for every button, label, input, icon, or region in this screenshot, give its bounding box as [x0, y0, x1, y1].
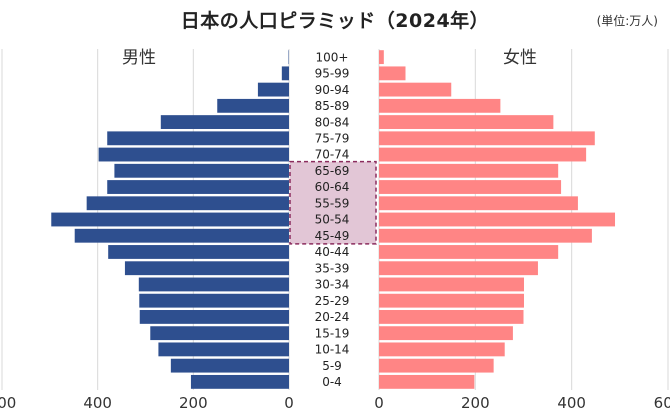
age-label-0-4: 0-4 [322, 375, 342, 389]
highlight-box [289, 160, 377, 245]
legend-male: 男性 [122, 48, 156, 68]
male-bar-35-39 [124, 261, 289, 276]
age-label-55-59: 55-59 [315, 196, 350, 210]
male-bar-85-89 [217, 98, 289, 113]
male-bars [51, 50, 290, 389]
male-bar-95-99 [281, 66, 289, 81]
male-bar-40-44 [108, 245, 289, 259]
female-bars [379, 50, 616, 389]
highlight-rect [289, 160, 377, 245]
female-bar-70-74 [379, 147, 587, 162]
age-label-65-69: 65-69 [315, 164, 350, 178]
female-bar-15-19 [379, 326, 513, 341]
age-label-100+: 100+ [316, 50, 349, 64]
female-bar-40-44 [379, 245, 559, 259]
female-bar-60-64 [379, 180, 562, 194]
female-bar-5-9 [379, 358, 494, 373]
female-bar-20-24 [379, 310, 524, 324]
age-label-45-49: 45-49 [315, 229, 350, 243]
age-label-90-94: 90-94 [315, 83, 350, 97]
female-bar-75-79 [379, 131, 595, 146]
male-bar-75-79 [107, 131, 289, 146]
male-bar-30-34 [138, 277, 289, 292]
female-bar-25-29 [379, 293, 524, 308]
male-bar-60-64 [107, 180, 289, 194]
age-label-5-9: 5-9 [322, 359, 342, 373]
female-bar-80-84 [379, 115, 554, 129]
female-bar-45-49 [379, 228, 592, 243]
female-bar-30-34 [379, 277, 524, 292]
female-bar-90-94 [379, 82, 452, 97]
x-tick-male-400: 400 [83, 394, 112, 412]
age-label-80-84: 80-84 [315, 115, 350, 129]
female-bar-50-54 [379, 212, 616, 227]
x-tick-female-400: 400 [557, 394, 586, 412]
x-axis: 600 400 200 0 0 200 400 600 [0, 394, 670, 412]
chart-title: 日本の人口ピラミッド（2024年） [180, 10, 490, 32]
female-bar-55-59 [379, 196, 578, 211]
legend-female: 女性 [503, 48, 537, 68]
male-bar-80-84 [160, 115, 289, 129]
x-tick-female-0: 0 [374, 394, 384, 412]
male-bar-25-29 [139, 293, 289, 308]
x-tick-male-200: 200 [179, 394, 208, 412]
unit-label: (単位:万人) [596, 14, 658, 28]
x-tick-female-600: 600 [654, 394, 670, 412]
female-bar-0-4 [379, 374, 475, 389]
female-bar-10-14 [379, 342, 505, 357]
age-label-25-29: 25-29 [315, 294, 350, 308]
male-bar-70-74 [98, 147, 289, 162]
female-bar-85-89 [379, 98, 501, 113]
male-bar-45-49 [74, 228, 289, 243]
male-bar-20-24 [139, 310, 289, 324]
female-bar-95-99 [379, 66, 406, 81]
male-bar-55-59 [86, 196, 289, 211]
age-label-20-24: 20-24 [315, 310, 350, 324]
male-bar-50-54 [51, 212, 289, 227]
age-label-40-44: 40-44 [315, 245, 350, 259]
age-label-35-39: 35-39 [315, 261, 350, 275]
male-bar-0-4 [190, 374, 289, 389]
x-tick-female-200: 200 [461, 394, 490, 412]
female-bar-35-39 [379, 261, 538, 276]
male-bar-10-14 [158, 342, 289, 357]
male-bar-65-69 [114, 163, 290, 178]
female-bar-65-69 [379, 163, 559, 178]
age-label-15-19: 15-19 [315, 326, 350, 340]
age-label-75-79: 75-79 [315, 132, 350, 146]
female-bar-100+ [379, 50, 384, 65]
male-bar-90-94 [257, 82, 289, 97]
age-label-85-89: 85-89 [315, 99, 350, 113]
age-label-50-54: 50-54 [315, 213, 350, 227]
x-tick-male-0: 0 [284, 394, 294, 412]
age-label-95-99: 95-99 [315, 67, 350, 81]
age-label-30-34: 30-34 [315, 278, 350, 292]
age-label-70-74: 70-74 [315, 148, 350, 162]
age-label-60-64: 60-64 [315, 180, 350, 194]
age-label-10-14: 10-14 [315, 343, 350, 357]
male-bar-5-9 [170, 358, 289, 373]
male-bar-15-19 [150, 326, 289, 341]
x-tick-male-600: 600 [0, 394, 16, 412]
age-labels: 100+ 95-99 90-94 85-89 80-84 75-79 70-74 65-69 6… [315, 50, 350, 389]
